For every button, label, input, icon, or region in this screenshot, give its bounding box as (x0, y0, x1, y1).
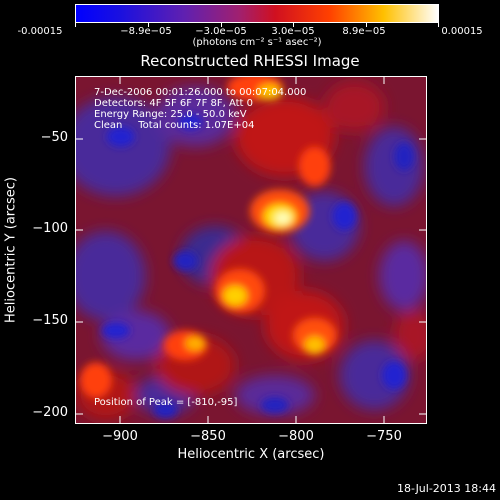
image-plot-area: 7-Dec-2006 00:01:26.000 to 00:07:04.000 … (75, 76, 427, 424)
x-tick-label: −900 (102, 429, 138, 444)
colorbar-tick (221, 23, 222, 27)
info-peak-position: Position of Peak = [-810,-95] (94, 397, 238, 408)
x-axis-label: Heliocentric X (arcsec) (177, 447, 325, 462)
colorbar-tick-label: 0.00015 (441, 26, 483, 37)
colorbar (75, 4, 439, 23)
info-time-range: 7-Dec-2006 00:01:26.000 to 00:07:04.000 (94, 87, 307, 98)
x-tick-label: −750 (366, 429, 402, 444)
x-tick-label: −800 (278, 429, 314, 444)
y-tick-label: −50 (40, 130, 68, 145)
colorbar-tick-label: 3.0e−05 (271, 26, 315, 37)
colorbar-tick-label: -0.00015 (17, 26, 63, 37)
timestamp: 18-Jul-2013 18:44 (396, 482, 496, 495)
info-clean-counts: Clean Total counts: 1.07E+04 (94, 120, 255, 131)
colorbar-tick-label: 8.9e−05 (342, 26, 386, 37)
colorbar-tick (148, 23, 149, 27)
x-tick-label: −850 (190, 429, 226, 444)
y-tick-label: −100 (32, 221, 68, 236)
y-axis-label: Heliocentric Y (arcsec) (3, 177, 19, 323)
y-tick-label: −200 (32, 405, 68, 420)
colorbar-tick-label: −8.9e−05 (120, 26, 172, 37)
info-energy-range: Energy Range: 25.0 - 50.0 keV (94, 109, 247, 120)
reconstructed-image (76, 77, 426, 423)
colorbar-tick-label: −3.0e−05 (195, 26, 247, 37)
colorbar-tick (75, 23, 76, 27)
info-detectors: Detectors: 4F 5F 6F 7F 8F, Att 0 (94, 98, 254, 109)
colorbar-units: (photons cm⁻² s⁻¹ asec⁻²) (192, 37, 322, 48)
colorbar-tick (366, 23, 367, 27)
image-title: Reconstructed RHESSI Image (140, 52, 360, 70)
colorbar-tick (438, 23, 439, 27)
y-tick-label: −150 (32, 313, 68, 328)
colorbar-tick (293, 23, 294, 27)
